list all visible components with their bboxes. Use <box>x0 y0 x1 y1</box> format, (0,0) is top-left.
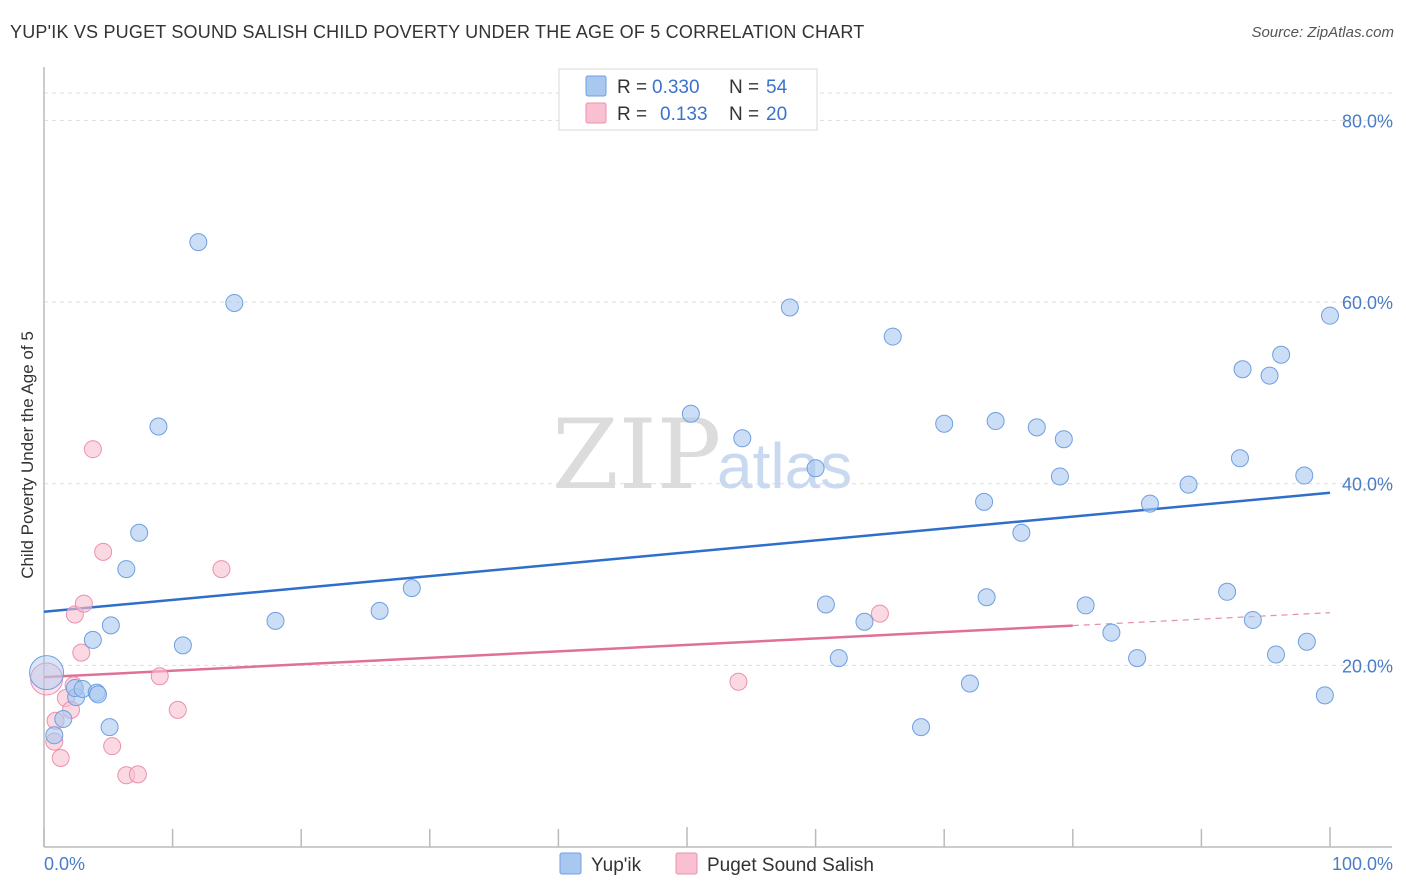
data-point-yupik <box>173 636 192 655</box>
source-label: Source: ZipAtlas.com <box>1251 24 1394 41</box>
data-point-yupik <box>1179 475 1198 494</box>
data-point-yupik <box>975 492 994 511</box>
y-tick-label: 40.0% <box>1342 475 1393 495</box>
y-tick-label: 60.0% <box>1342 293 1393 313</box>
x-tick-label: 0.0% <box>44 854 85 874</box>
data-point-salish <box>74 594 93 613</box>
data-point-yupik <box>1297 632 1316 651</box>
trend-line <box>43 491 1331 614</box>
trend-lines <box>43 491 1331 679</box>
data-point-yupik <box>1315 686 1334 705</box>
data-point-yupik <box>829 649 848 668</box>
y-tick-label: 20.0% <box>1342 656 1393 676</box>
bottom-legend-swatch-yupik <box>559 852 582 875</box>
y-tick-label: 80.0% <box>1342 111 1393 131</box>
data-point-salish <box>729 672 748 691</box>
data-point-yupik <box>1243 610 1262 629</box>
data-point-yupik <box>1295 466 1314 485</box>
data-point-salish <box>103 737 122 756</box>
trend-line-extension <box>1072 612 1331 627</box>
x-tick-label: 100.0% <box>1332 854 1393 874</box>
data-point-salish <box>128 765 147 784</box>
data-point-salish <box>72 643 91 662</box>
data-point-yupik <box>1140 494 1159 513</box>
data-point-yupik <box>266 611 285 630</box>
data-point-yupik <box>1128 649 1147 668</box>
legend-n-value: 20 <box>766 104 787 125</box>
data-point-yupik <box>883 327 902 346</box>
data-point-yupik <box>189 233 208 252</box>
data-point-yupik <box>1233 360 1252 379</box>
data-point-yupik <box>117 560 136 579</box>
data-point-yupik <box>1260 366 1279 385</box>
data-point-salish <box>212 560 231 579</box>
y-axis-label: Child Poverty Under the Age of 5 <box>18 331 37 579</box>
data-point-yupik <box>1102 623 1121 642</box>
data-point-salish <box>94 542 113 561</box>
data-point-yupik <box>806 459 825 478</box>
data-point-yupik <box>45 726 64 745</box>
data-point-yupik <box>29 655 65 691</box>
data-point-yupik <box>1218 582 1237 601</box>
data-point-yupik <box>935 414 954 433</box>
trend-line <box>43 624 1073 679</box>
data-point-yupik <box>130 523 149 542</box>
data-point-yupik <box>225 293 244 312</box>
data-point-yupik <box>1076 596 1095 615</box>
data-point-yupik <box>83 630 102 649</box>
data-point-yupik <box>1321 306 1339 325</box>
data-point-salish <box>51 748 70 767</box>
data-point-yupik <box>101 616 120 635</box>
data-point-salish <box>83 440 102 459</box>
data-point-yupik <box>780 298 799 317</box>
data-point-yupik <box>986 412 1005 431</box>
data-point-yupik <box>370 601 389 620</box>
data-point-yupik <box>54 709 73 728</box>
data-point-yupik <box>912 718 931 737</box>
data-point-yupik <box>1050 467 1069 486</box>
legend-r-value: 0.133 <box>660 104 708 125</box>
data-point-yupik <box>960 674 979 693</box>
legend-swatch-yupik <box>585 75 607 97</box>
bottom-legend-swatch-salish <box>675 852 698 875</box>
chart-title: YUP'IK VS PUGET SOUND SALISH CHILD POVER… <box>10 22 865 42</box>
data-point-yupik <box>100 718 119 737</box>
data-point-yupik <box>1266 645 1285 664</box>
data-point-salish <box>150 667 169 686</box>
data-point-yupik <box>1027 418 1046 437</box>
data-point-yupik <box>855 612 874 631</box>
bottom-legend-label-salish: Puget Sound Salish <box>707 855 874 876</box>
data-point-yupik <box>1054 430 1073 449</box>
data-point-salish <box>168 700 187 719</box>
legend-box: R = 0.330 N = 54 R = 0.133 N = 20 <box>558 68 818 131</box>
legend-r-value: 0.330 <box>652 77 700 98</box>
data-point-yupik <box>1012 523 1031 542</box>
watermark: ZIP atlas <box>552 399 852 511</box>
bottom-legend-label-yupik: Yup'ik <box>591 855 642 876</box>
data-point-yupik <box>1230 449 1249 468</box>
data-point-yupik <box>681 404 700 423</box>
data-point-yupik <box>89 685 108 704</box>
legend-n-label: N = <box>729 77 759 98</box>
data-point-yupik <box>402 579 421 598</box>
grid-lines <box>44 92 1392 666</box>
data-point-yupik <box>149 417 168 436</box>
axes: 20.0% 40.0% 60.0% 80.0% 0.0% 100.0% <box>43 67 1393 874</box>
data-point-yupik <box>816 595 835 614</box>
data-point-yupik <box>977 588 996 607</box>
legend-r-label: R = <box>617 77 647 98</box>
legend-swatch-salish <box>585 102 607 124</box>
data-point-salish <box>870 604 889 623</box>
legend-r-label: R = <box>617 104 647 125</box>
data-point-yupik <box>1272 345 1291 364</box>
legend-n-label: N = <box>729 104 759 125</box>
bottom-legend: Yup'ik Puget Sound Salish <box>559 852 874 876</box>
data-points <box>29 233 1339 785</box>
data-point-yupik <box>733 429 752 448</box>
legend-n-value: 54 <box>766 77 788 98</box>
